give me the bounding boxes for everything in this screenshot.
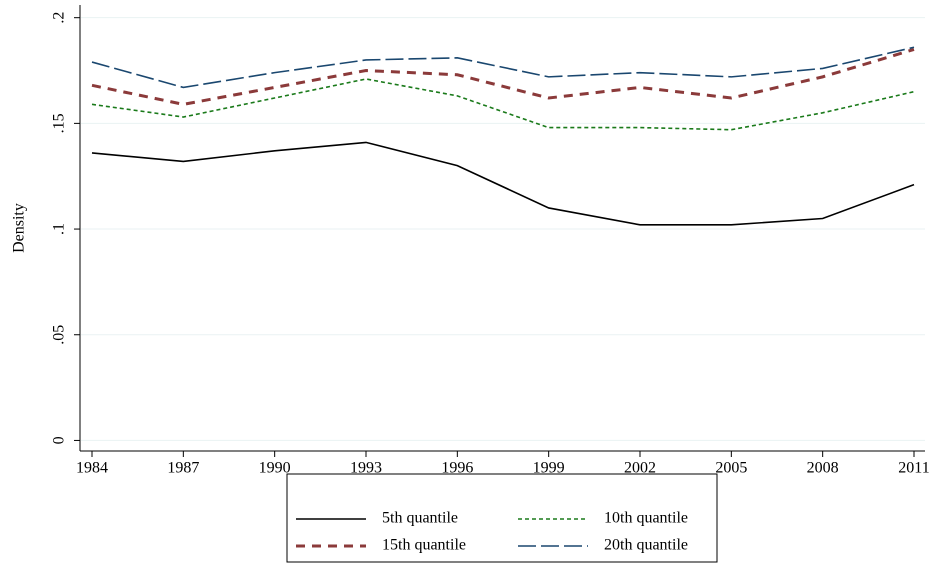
y-tick-label: .15 (51, 113, 68, 133)
y-tick-label: .05 (51, 325, 68, 345)
x-tick-label: 1999 (533, 460, 565, 477)
x-tick-label: 1993 (350, 460, 382, 477)
series-line (91, 78, 915, 131)
series-line (91, 47, 915, 106)
x-tick-label: 2008 (807, 460, 839, 477)
x-tick-label: 1984 (76, 460, 108, 477)
x-tick-label: 1987 (167, 460, 199, 477)
y-axis-title: Density (11, 203, 28, 253)
x-tick-label: 1990 (259, 460, 291, 477)
x-tick-label: 2005 (715, 460, 747, 477)
x-tick-label: 1996 (441, 460, 473, 477)
legend-label: 5th quantile (382, 510, 458, 527)
y-tick-label: .2 (51, 12, 68, 24)
legend-label: 15th quantile (382, 537, 466, 554)
y-tick-label: .1 (51, 223, 68, 235)
series-line (91, 46, 915, 89)
x-tick-label: 2011 (898, 460, 929, 477)
y-tick-label: 0 (51, 436, 68, 444)
legend-label: 20th quantile (604, 537, 688, 554)
legend-label: 10th quantile (604, 510, 688, 527)
legend-box (286, 473, 718, 563)
x-tick-label: 2002 (624, 460, 656, 477)
series-line (91, 141, 915, 226)
